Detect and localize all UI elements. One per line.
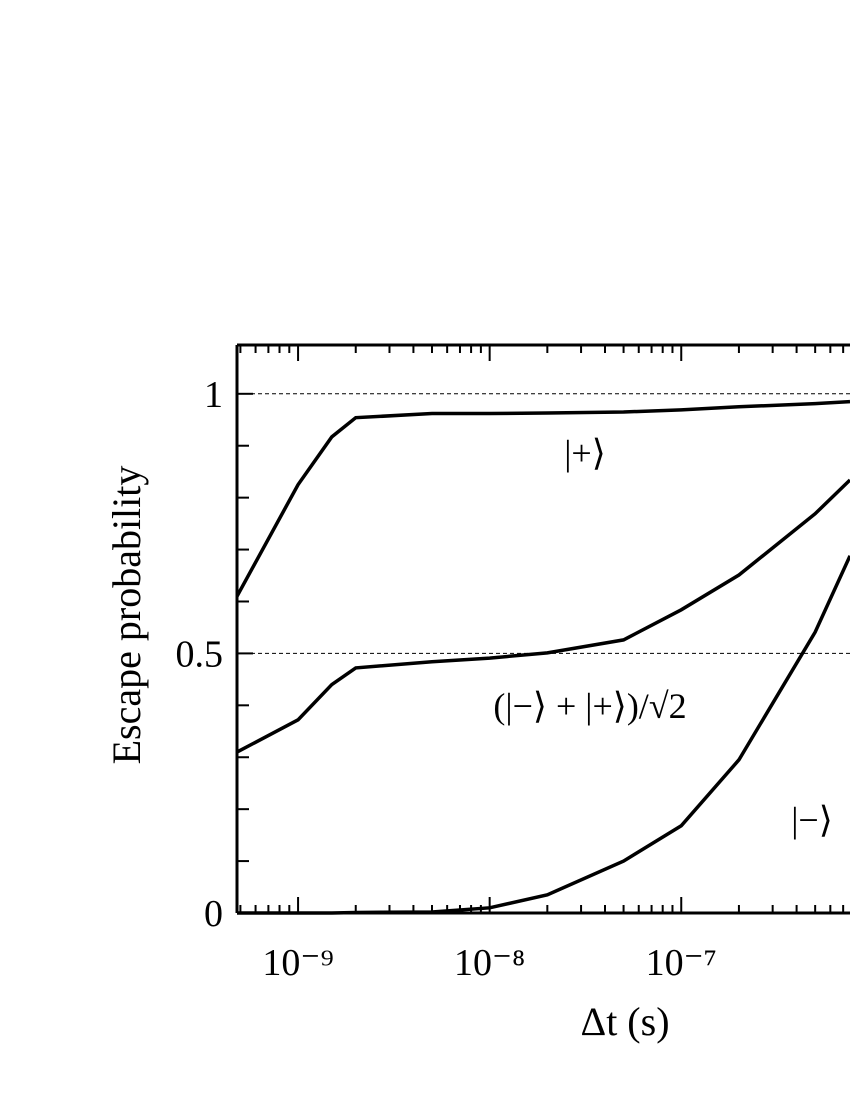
y-tick-label: 0 (204, 893, 223, 935)
y-axis-label: Escape probability (104, 466, 149, 765)
series-line (237, 555, 850, 915)
x-tick-label: 10⁻⁸ (454, 942, 525, 984)
series-line (236, 478, 850, 754)
x-tick-label: 10⁻⁹ (262, 942, 333, 984)
x-tick-label: 10⁻⁷ (646, 942, 717, 984)
series-label: |+⟩ (564, 433, 606, 473)
series-label: |−⟩ (791, 800, 833, 840)
y-tick-label: 0.5 (176, 633, 224, 675)
x-axis-label: Δt (s) (580, 999, 669, 1044)
series-label: (|−⟩ + |+⟩)/√2 (493, 686, 686, 726)
y-tick-label: 1 (204, 374, 223, 416)
series-line (235, 399, 850, 598)
